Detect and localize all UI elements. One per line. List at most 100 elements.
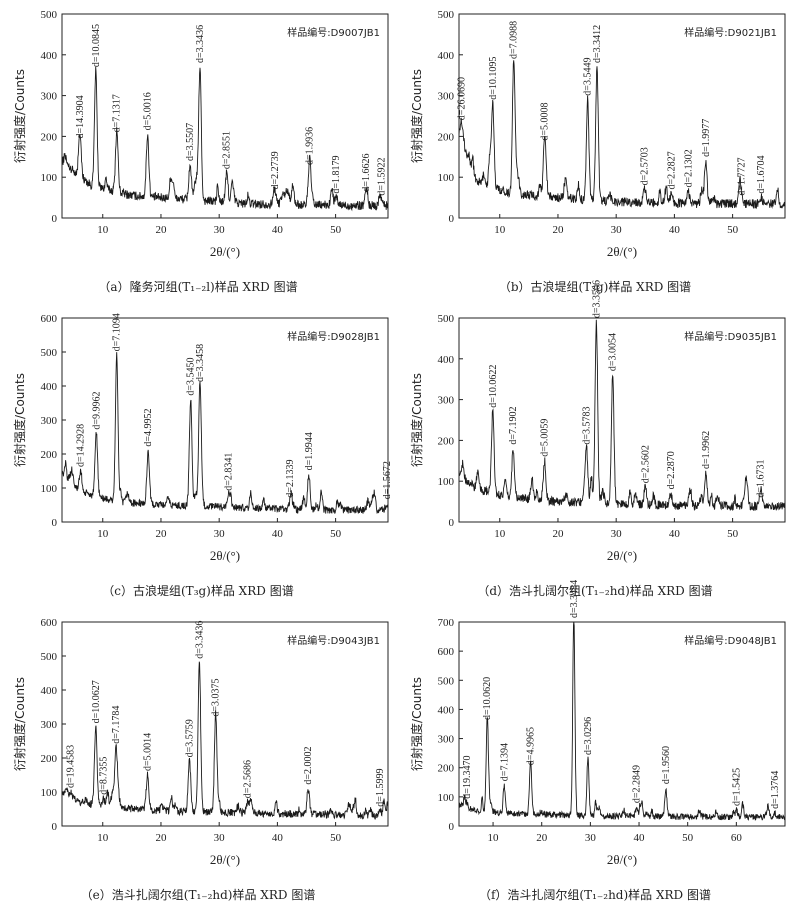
xrd-plot: 0 100 200 300 400 500 600 700 10 20 30 40 50 60 2θ/(°)…: [409, 580, 786, 867]
x-tick-label: 30: [214, 528, 226, 540]
peak-d-label: d=3.3458: [195, 344, 206, 382]
x-tick-label: 50: [330, 832, 342, 844]
y-tick-label: 500: [41, 651, 58, 663]
peak-d-label: d=1.9936: [304, 127, 315, 165]
x-axis-label: 2θ/(°): [607, 244, 637, 259]
x-tick-label: 20: [155, 528, 167, 540]
y-tick-label: 200: [438, 131, 455, 143]
peak-d-label: d=5.0008: [540, 102, 551, 140]
peak-d-label: d=1.5999: [375, 769, 386, 807]
y-tick-label: 0: [449, 213, 455, 225]
x-tick-label: 20: [155, 832, 167, 844]
peak-d-label: d=3.0054: [608, 333, 619, 371]
y-tick-label: 0: [52, 213, 58, 225]
peak-d-label: d=10.0627: [91, 680, 102, 723]
x-tick-label: 30: [611, 224, 623, 236]
peak-d-label: d=10.0620: [482, 677, 493, 720]
peak-d-label: d=2.0002: [303, 746, 314, 784]
xrd-plot: 0 100 200 300 400 500 10 20 30 40 50 2θ/(°) 衍射强度/Cou…: [409, 9, 786, 259]
peak-d-label: d=3.5450: [186, 357, 197, 395]
peak-d-label: d=1.5425: [731, 768, 742, 806]
xrd-panel-5: 0 100 200 300 400 500 600 10 20 30 40 50 2θ/(°) 衍射强度/…: [0, 608, 396, 912]
y-axis-label: 衍射强度/Counts: [409, 69, 424, 163]
peak-d-label: d=2.2870: [666, 451, 677, 489]
plot-frame: [458, 13, 786, 219]
peak-d-label: d=3.3436: [195, 25, 206, 63]
peak-d-label: d=3.3484: [569, 580, 580, 618]
y-axis-label: 衍射强度/Counts: [12, 69, 27, 163]
xrd-trace: [458, 621, 786, 821]
y-tick-label: 200: [41, 753, 58, 765]
x-tick-label: 10: [488, 832, 500, 844]
peak-d-label: d=5.0014: [143, 733, 154, 771]
xrd-plot: 0 100 200 300 400 500 10 20 30 40 50 2θ/(°) 衍射强度/Cou…: [12, 9, 389, 259]
x-tick-label: 40: [272, 832, 284, 844]
peak-d-label: d=7.1784: [111, 706, 122, 744]
x-tick-label: 10: [494, 528, 506, 540]
x-tick-label: 20: [552, 224, 564, 236]
x-tick-label: 60: [731, 832, 743, 844]
y-tick-label: 400: [41, 50, 58, 62]
peak-d-label: d=7.1394: [499, 743, 510, 781]
y-tick-label: 400: [41, 381, 58, 393]
x-axis-label: 2θ/(°): [210, 548, 240, 563]
y-tick-label: 500: [438, 675, 455, 687]
y-tick-label: 0: [449, 821, 455, 833]
x-tick-label: 40: [669, 528, 681, 540]
peak-d-label: d=9.9962: [91, 391, 102, 429]
peak-d-label: d=2.5602: [640, 445, 651, 483]
peak-d-label: d=7.1902: [508, 406, 519, 444]
xrd-plot: 0 100 200 300 400 500 10 20 30 40 50 2θ/(°) 衍射强度/Cou…: [409, 280, 786, 563]
x-tick-label: 40: [272, 528, 284, 540]
xrd-panel-2: 0 100 200 300 400 500 10 20 30 40 50 2θ/(°) 衍射强度/Cou…: [397, 0, 793, 304]
y-tick-label: 0: [449, 517, 455, 529]
xrd-trace: [458, 60, 786, 210]
peak-d-label: d=19.4583: [66, 745, 77, 788]
plot-frame: [61, 13, 389, 219]
sample-id: 样品编号:D9021JB1: [684, 26, 777, 39]
y-tick-label: 300: [438, 395, 455, 407]
peak-d-label: d=5.0016: [143, 92, 154, 130]
y-axis-label: 衍射强度/Counts: [12, 373, 27, 467]
x-tick-label: 10: [97, 224, 109, 236]
peak-d-label: d=3.5783: [582, 406, 593, 444]
y-tick-label: 700: [438, 617, 455, 629]
x-tick-label: 50: [330, 528, 342, 540]
peak-d-label: d=1.5672: [382, 461, 393, 499]
y-tick-label: 400: [41, 685, 58, 697]
x-tick-label: 50: [727, 528, 739, 540]
peak-d-label: d=19.3470: [462, 756, 473, 799]
x-tick-label: 50: [727, 224, 739, 236]
peak-d-label: d=1.6626: [361, 153, 372, 191]
y-tick-label: 0: [52, 517, 58, 529]
y-tick-label: 600: [41, 313, 58, 325]
x-tick-label: 30: [611, 528, 623, 540]
sample-id: 样品编号:D9028JB1: [287, 330, 380, 343]
peak-d-label: d=14.2928: [76, 424, 87, 467]
y-tick-label: 100: [41, 787, 58, 799]
y-axis-label: 衍射强度/Counts: [409, 373, 424, 467]
sample-id: 样品编号:D9048JB1: [684, 634, 777, 647]
y-tick-label: 300: [41, 91, 58, 103]
peak-d-label: d=1.9962: [701, 431, 712, 469]
peak-d-label: d=3.5449: [583, 58, 594, 96]
x-tick-label: 40: [634, 832, 646, 844]
peak-d-label: d=3.0375: [211, 678, 222, 716]
xrd-panel-4: 0 100 200 300 400 500 10 20 30 40 50 2θ/(°) 衍射强度/Cou…: [397, 280, 793, 608]
y-tick-label: 300: [41, 415, 58, 427]
peak-d-label: d=1.3764: [770, 771, 781, 809]
y-tick-label: 200: [438, 435, 455, 447]
peak-d-label: d=2.1339: [285, 459, 296, 497]
peak-d-label: d=2.2849: [632, 765, 643, 803]
y-tick-label: 100: [438, 792, 455, 804]
x-tick-label: 10: [97, 832, 109, 844]
peak-d-label: d=10.1095: [488, 57, 499, 100]
x-tick-label: 50: [330, 224, 342, 236]
xrd-plot: 0 100 200 300 400 500 600 10 20 30 40 50 2θ/(°) 衍射强度/…: [12, 617, 389, 867]
peak-d-label: d=7.0988: [509, 21, 520, 59]
xrd-panel-3: 0 100 200 300 400 500 600 10 20 30 40 50 2θ/(°) 衍射强度/…: [0, 304, 396, 608]
x-tick-label: 10: [494, 224, 506, 236]
peak-d-label: d=2.1302: [683, 149, 694, 187]
peak-d-label: d=2.5703: [640, 147, 651, 185]
x-tick-label: 20: [552, 528, 564, 540]
